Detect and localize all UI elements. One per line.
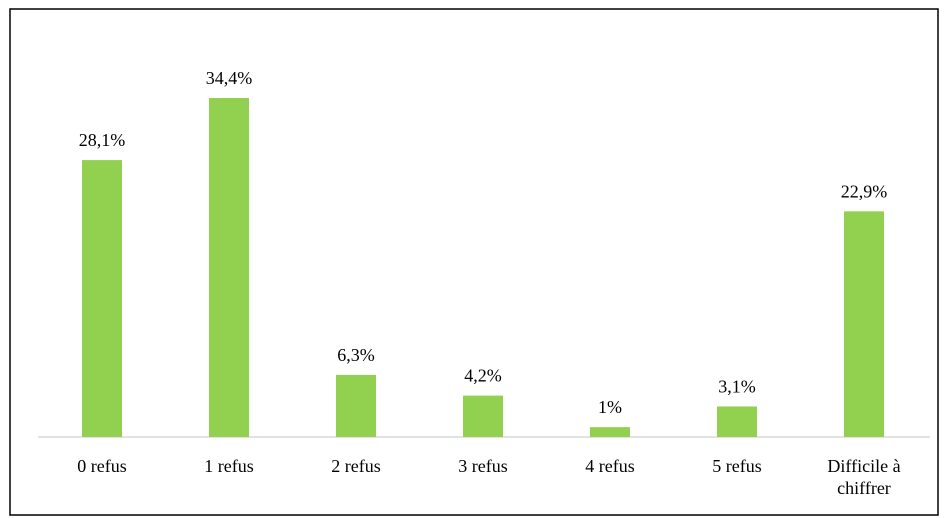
- x-tick-label: 2 refus: [331, 456, 381, 476]
- bar: [463, 395, 503, 437]
- x-tick-label: 1 refus: [204, 456, 254, 476]
- value-label: 22,9%: [841, 181, 888, 201]
- x-tick-label: 0 refus: [77, 456, 127, 476]
- value-label: 28,1%: [79, 130, 126, 150]
- bar: [590, 427, 630, 437]
- bar: [209, 98, 249, 437]
- value-label: 6,3%: [337, 345, 375, 365]
- bar: [717, 406, 757, 437]
- value-label: 1%: [598, 397, 622, 417]
- x-tick-label: 3 refus: [458, 456, 508, 476]
- bar: [844, 211, 884, 437]
- bar: [82, 160, 122, 438]
- value-label: 34,4%: [206, 68, 253, 88]
- chart-border: [9, 8, 939, 516]
- x-tick-label: 4 refus: [585, 456, 635, 476]
- x-tick-label: Difficile à chiffrer: [827, 456, 901, 498]
- value-label: 4,2%: [464, 366, 502, 386]
- bar: [336, 374, 376, 437]
- value-label: 3,1%: [718, 376, 756, 396]
- x-tick-label: 5 refus: [712, 456, 762, 476]
